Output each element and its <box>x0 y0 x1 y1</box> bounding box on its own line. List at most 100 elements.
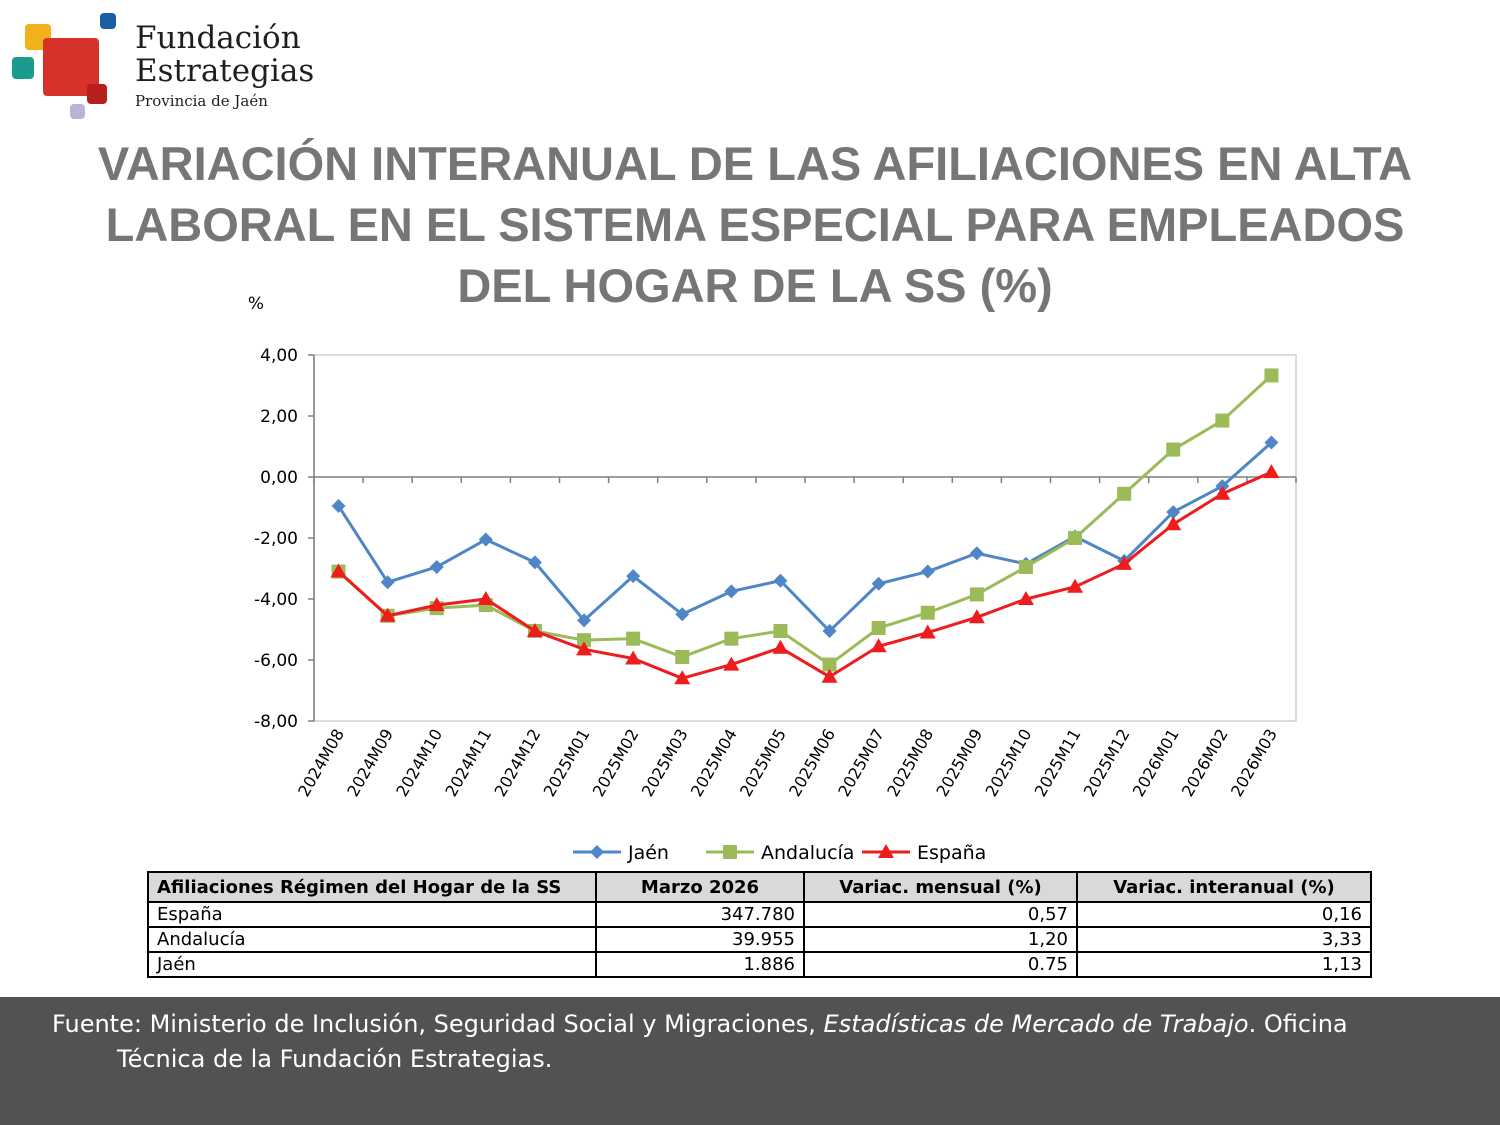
source-text-1: Fuente: Ministerio de Inclusión, Segurid… <box>52 1010 824 1038</box>
legend-label: Jaén <box>627 842 669 864</box>
data-point <box>871 620 886 635</box>
x-tick-label: 2024M08 <box>294 726 348 800</box>
logo-line-1: Fundación <box>135 20 301 56</box>
table-cell-value: 39.955 <box>595 926 805 953</box>
data-point <box>577 633 592 648</box>
x-tick-label: 2025M06 <box>785 726 839 800</box>
legend-label: España <box>917 842 986 864</box>
y-tick-label: 4,00 <box>260 346 298 366</box>
table-cell-annual: 3,33 <box>1076 926 1372 953</box>
data-point <box>919 624 936 639</box>
data-point <box>870 638 887 653</box>
x-tick-label: 2024M11 <box>441 726 495 800</box>
table-header-monthly: Variac. mensual (%) <box>803 871 1078 903</box>
data-point <box>1263 464 1280 479</box>
table-row: España 347.780 0,57 0,16 <box>147 901 1372 928</box>
data-point <box>1264 368 1279 383</box>
data-point <box>478 532 493 547</box>
logo-line-2: Estrategias <box>135 53 315 89</box>
data-point <box>871 576 886 591</box>
title-line-3: DEL HOGAR DE LA SS (%) <box>457 259 1053 312</box>
data-table: Afiliaciones Régimen del Hogar de la SS … <box>147 871 1372 978</box>
data-point <box>920 564 935 579</box>
x-tick-label: 2025M04 <box>687 726 741 800</box>
footer: Fuente: Ministerio de Inclusión, Segurid… <box>0 997 1500 1125</box>
series-line <box>337 441 1273 633</box>
table-cell-region: Andalucía <box>147 926 597 953</box>
data-point <box>428 597 445 612</box>
logo-darkred-square <box>87 84 107 104</box>
x-tick-label: 2026M01 <box>1129 726 1183 800</box>
table-cell-value: 1.886 <box>595 951 805 978</box>
logo-lavender-square <box>70 104 85 119</box>
data-point <box>724 631 739 646</box>
data-point <box>1067 578 1084 593</box>
x-tick-label: 2025M07 <box>834 726 888 800</box>
data-point <box>675 649 690 664</box>
y-tick-label: -6,00 <box>254 651 298 671</box>
table-row: Andalucía 39.955 1,20 3,33 <box>147 926 1372 953</box>
data-point <box>577 613 592 628</box>
x-tick-label: 2025M02 <box>589 726 643 800</box>
data-point <box>1215 413 1230 428</box>
x-tick-label: 2026M02 <box>1178 726 1232 800</box>
data-point <box>590 845 604 859</box>
data-point <box>1165 516 1182 531</box>
table-cell-monthly: 0,57 <box>803 901 1078 928</box>
data-point <box>380 575 395 590</box>
source-note: Fuente: Ministerio de Inclusión, Segurid… <box>52 1007 1430 1077</box>
data-point <box>626 631 641 646</box>
table-cell-annual: 1,13 <box>1076 951 1372 978</box>
data-point <box>674 670 691 685</box>
legend-label: Andalucía <box>761 842 854 864</box>
data-point <box>626 569 641 584</box>
x-tick-label: 2025M12 <box>1080 726 1134 800</box>
table-header-value: Marzo 2026 <box>595 871 805 903</box>
data-point <box>1166 505 1181 520</box>
data-point <box>1068 531 1083 545</box>
data-point <box>1017 591 1034 605</box>
table-cell-annual: 0,16 <box>1076 901 1372 928</box>
data-point <box>1166 442 1181 457</box>
y-tick-label: 0,00 <box>260 468 298 488</box>
data-point <box>920 605 935 620</box>
logo: Fundación Estrategias Provincia de Jaén <box>10 10 314 125</box>
data-point <box>822 624 837 639</box>
series-line <box>337 374 1273 667</box>
data-point <box>821 668 838 683</box>
logo-line-3: Provincia de Jaén <box>135 92 268 110</box>
data-point <box>675 607 690 622</box>
source-text-italic: Estadísticas de Mercado de Trabajo <box>823 1010 1249 1038</box>
data-point <box>1264 435 1279 450</box>
data-point <box>331 498 346 513</box>
x-tick-label: 2025M10 <box>982 726 1036 800</box>
logo-blue-square <box>100 13 116 29</box>
data-point <box>969 587 984 602</box>
data-point <box>330 563 347 578</box>
table-cell-monthly: 1,20 <box>803 926 1078 953</box>
source-text-2: . Oficina <box>1248 1010 1348 1038</box>
data-point <box>625 650 642 665</box>
x-tick-label: 2025M09 <box>932 726 986 800</box>
table-header-row: Afiliaciones Régimen del Hogar de la SS … <box>147 871 1372 903</box>
logo-teal-square <box>12 57 34 79</box>
series-line <box>337 470 1273 680</box>
line-chart: 4,00 2,00 0,00 -2,00 -4,00 -6,00 -8,00% 2024M08… <box>248 294 1297 864</box>
data-point <box>526 623 543 638</box>
title-line-1: VARIACIÓN INTERANUAL DE LAS AFILIACIONES… <box>97 137 1413 190</box>
x-tick-label: 2025M11 <box>1031 726 1085 800</box>
table-header-region: Afiliaciones Régimen del Hogar de la SS <box>147 871 597 903</box>
table-cell-region: España <box>147 901 597 928</box>
data-point <box>429 559 444 574</box>
x-tick-label: 2024M10 <box>392 726 446 800</box>
table-header-annual: Variac. interanual (%) <box>1076 871 1372 903</box>
table-row: Jaén 1.886 0.75 1,13 <box>147 951 1372 978</box>
x-tick-label: 2025M05 <box>736 726 790 800</box>
data-point <box>1214 485 1231 500</box>
data-point <box>1117 486 1132 501</box>
data-point <box>379 607 396 622</box>
data-point <box>724 584 739 599</box>
plot-area <box>313 354 1297 722</box>
data-point <box>723 845 737 859</box>
x-tick-label: 2026M03 <box>1227 726 1281 800</box>
